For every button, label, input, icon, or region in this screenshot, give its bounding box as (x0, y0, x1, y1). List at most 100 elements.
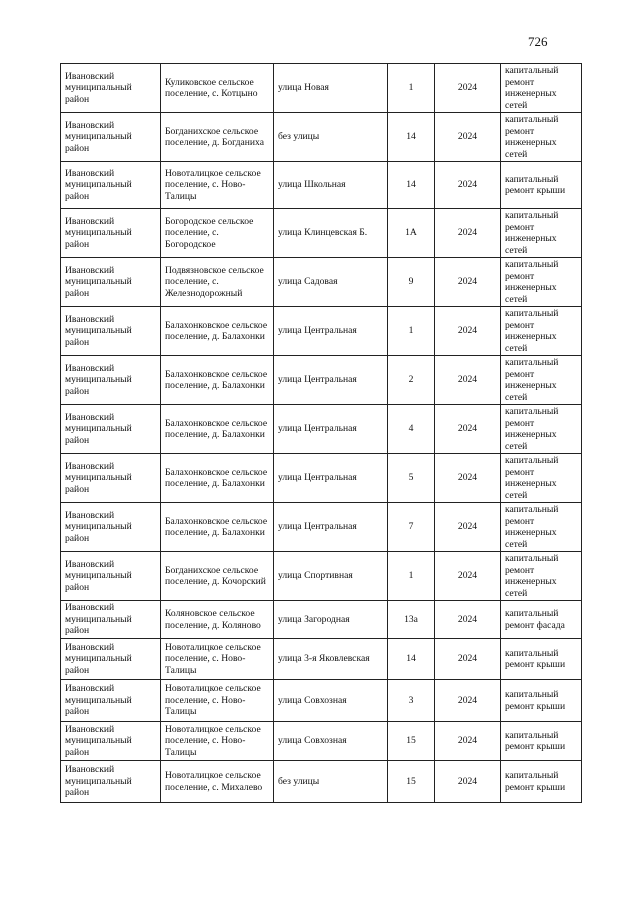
street-cell: улица Центральная (273, 404, 388, 454)
house-number-cell: 15 (387, 760, 435, 803)
work-type-cell: капитальный ремонт инженерных сетей (500, 112, 582, 162)
district-cell: Ивановский муниципальный район (60, 63, 161, 113)
district-cell: Ивановский муниципальный район (60, 161, 161, 209)
house-number-cell: 13а (387, 600, 435, 639)
settlement-cell: Богданихское сельское поселение, д. Богд… (160, 112, 274, 162)
work-type-cell: капитальный ремонт инженерных сетей (500, 404, 582, 454)
year-cell: 2024 (434, 355, 501, 405)
table-row: Ивановский муниципальный район Новоталицк… (60, 679, 582, 722)
district-cell: Ивановский муниципальный район (60, 208, 161, 258)
district-cell: Ивановский муниципальный район (60, 453, 161, 503)
settlement-cell: Балахонковское сельское поселение, д. Ба… (160, 404, 274, 454)
house-number-cell: 2 (387, 355, 435, 405)
work-type-cell: капитальный ремонт инженерных сетей (500, 208, 582, 258)
year-cell: 2024 (434, 306, 501, 356)
table-row: Ивановский муниципальный район Балахонков… (60, 306, 582, 356)
year-cell: 2024 (434, 453, 501, 503)
year-cell: 2024 (434, 208, 501, 258)
district-cell: Ивановский муниципальный район (60, 679, 161, 722)
table-row: Ивановский муниципальный район Новоталицк… (60, 161, 582, 209)
table-row: Ивановский муниципальный район Новоталицк… (60, 721, 582, 761)
street-cell: улица Центральная (273, 306, 388, 356)
work-type-cell: капитальный ремонт крыши (500, 161, 582, 209)
house-number-cell: 5 (387, 453, 435, 503)
table-row: Ивановский муниципальный район Куликовско… (60, 63, 582, 113)
table-row: Ивановский муниципальный район Новоталицк… (60, 638, 582, 680)
house-number-cell: 1А (387, 208, 435, 258)
table-row: Ивановский муниципальный район Богданихск… (60, 112, 582, 162)
work-type-cell: капитальный ремонт фасада (500, 600, 582, 639)
house-number-cell: 7 (387, 502, 435, 552)
year-cell: 2024 (434, 257, 501, 307)
year-cell: 2024 (434, 721, 501, 761)
district-cell: Ивановский муниципальный район (60, 760, 161, 803)
work-type-cell: капитальный ремонт крыши (500, 679, 582, 722)
year-cell: 2024 (434, 600, 501, 639)
settlement-cell: Новоталицкое сельское поселение, с. Ново… (160, 721, 274, 761)
settlement-cell: Куликовское сельское поселение, с. Котцы… (160, 63, 274, 113)
street-cell: улица Спортивная (273, 551, 388, 601)
street-cell: улица Садовая (273, 257, 388, 307)
street-cell: улица Совхозная (273, 721, 388, 761)
table-row: Ивановский муниципальный район Балахонков… (60, 453, 582, 503)
district-cell: Ивановский муниципальный район (60, 306, 161, 356)
year-cell: 2024 (434, 502, 501, 552)
settlement-cell: Балахонковское сельское поселение, д. Ба… (160, 355, 274, 405)
table-row: Ивановский муниципальный район Балахонков… (60, 355, 582, 405)
table-row: Ивановский муниципальный район Балахонков… (60, 502, 582, 552)
year-cell: 2024 (434, 679, 501, 722)
year-cell: 2024 (434, 161, 501, 209)
street-cell: без улицы (273, 112, 388, 162)
year-cell: 2024 (434, 760, 501, 803)
house-number-cell: 1 (387, 306, 435, 356)
table-row: Ивановский муниципальный район Подвязновс… (60, 257, 582, 307)
work-type-cell: капитальный ремонт крыши (500, 638, 582, 680)
settlement-cell: Богданихское сельское поселение, д. Кочо… (160, 551, 274, 601)
house-number-cell: 3 (387, 679, 435, 722)
table-row: Ивановский муниципальный район Богданихск… (60, 551, 582, 601)
district-cell: Ивановский муниципальный район (60, 257, 161, 307)
district-cell: Ивановский муниципальный район (60, 502, 161, 552)
house-number-cell: 1 (387, 551, 435, 601)
house-number-cell: 14 (387, 638, 435, 680)
street-cell: улица Новая (273, 63, 388, 113)
page-number: 726 (528, 34, 548, 49)
year-cell: 2024 (434, 638, 501, 680)
work-type-cell: капитальный ремонт инженерных сетей (500, 355, 582, 405)
house-number-cell: 14 (387, 112, 435, 162)
work-type-cell: капитальный ремонт инженерных сетей (500, 63, 582, 113)
house-number-cell: 15 (387, 721, 435, 761)
settlement-cell: Новоталицкое сельское поселение, с. Ново… (160, 638, 274, 680)
settlement-cell: Новоталицкое сельское поселение, с. Ново… (160, 679, 274, 722)
street-cell: улица Центральная (273, 453, 388, 503)
district-cell: Ивановский муниципальный район (60, 551, 161, 601)
district-cell: Ивановский муниципальный район (60, 600, 161, 639)
house-number-cell: 1 (387, 63, 435, 113)
street-cell: улица Клинцевская Б. (273, 208, 388, 258)
work-type-cell: капитальный ремонт крыши (500, 721, 582, 761)
house-number-cell: 9 (387, 257, 435, 307)
settlement-cell: Балахонковское сельское поселение, д. Ба… (160, 502, 274, 552)
work-type-cell: капитальный ремонт инженерных сетей (500, 257, 582, 307)
district-cell: Ивановский муниципальный район (60, 404, 161, 454)
settlement-cell: Подвязновское сельское поселение, с. Жел… (160, 257, 274, 307)
district-cell: Ивановский муниципальный район (60, 638, 161, 680)
settlement-cell: Новоталицкое сельское поселение, с. Ново… (160, 161, 274, 209)
street-cell: улица Центральная (273, 502, 388, 552)
work-type-cell: капитальный ремонт инженерных сетей (500, 502, 582, 552)
street-cell: улица 3-я Яковлевская (273, 638, 388, 680)
settlement-cell: Новоталицкое сельское поселение, с. Миха… (160, 760, 274, 803)
street-cell: улица Центральная (273, 355, 388, 405)
table-row: Ивановский муниципальный район Новоталицк… (60, 760, 582, 803)
settlement-cell: Балахонковское сельское поселение, д. Ба… (160, 306, 274, 356)
work-type-cell: капитальный ремонт инженерных сетей (500, 306, 582, 356)
street-cell: улица Загородная (273, 600, 388, 639)
repair-table: Ивановский муниципальный район Куликовско… (60, 63, 582, 803)
year-cell: 2024 (434, 63, 501, 113)
work-type-cell: капитальный ремонт крыши (500, 760, 582, 803)
table-row: Ивановский муниципальный район Коляновско… (60, 600, 582, 639)
district-cell: Ивановский муниципальный район (60, 355, 161, 405)
district-cell: Ивановский муниципальный район (60, 112, 161, 162)
district-cell: Ивановский муниципальный район (60, 721, 161, 761)
year-cell: 2024 (434, 551, 501, 601)
